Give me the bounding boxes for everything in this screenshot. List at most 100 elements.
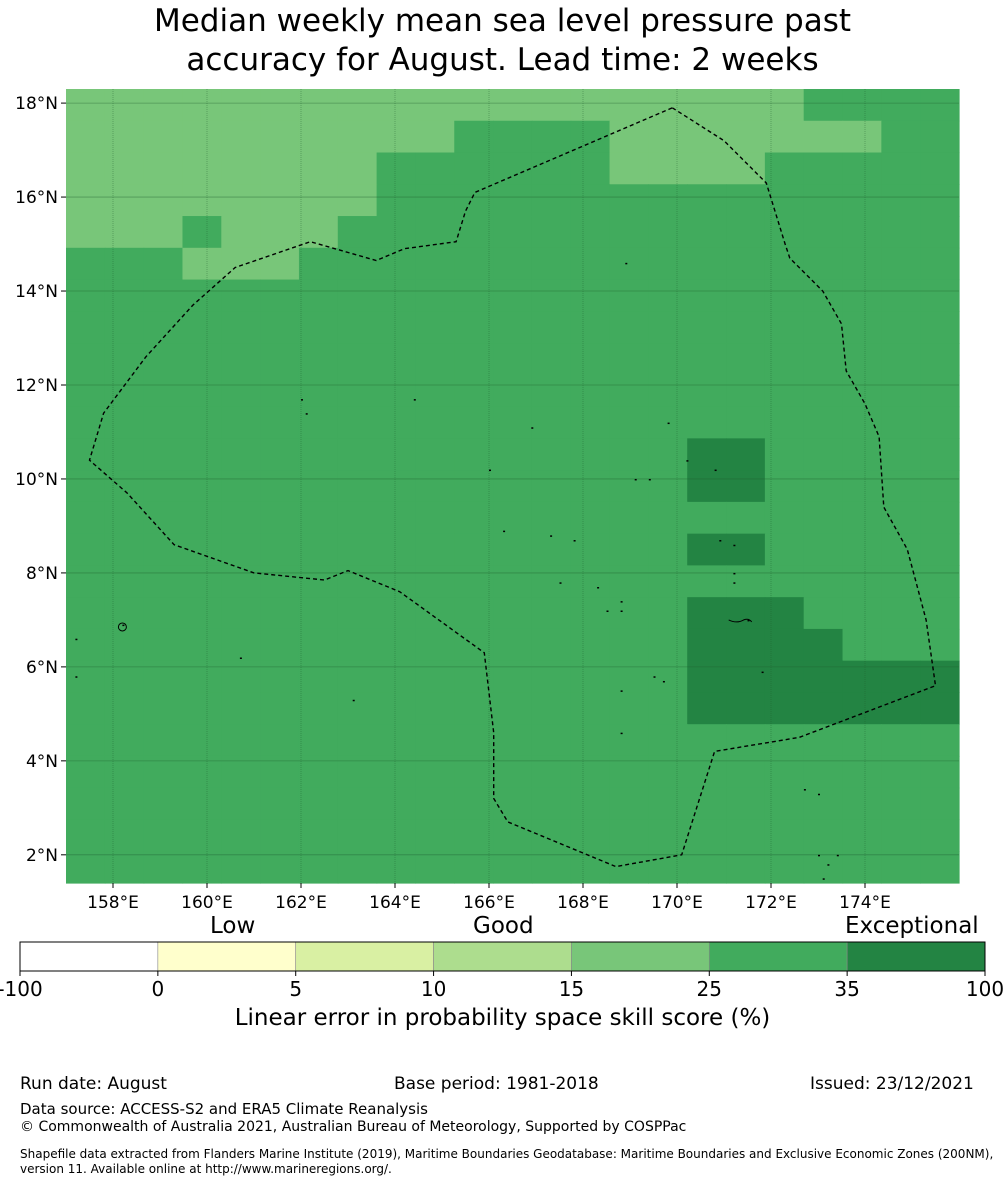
skill-cell bbox=[531, 406, 572, 439]
skill-cell bbox=[648, 216, 688, 249]
skill-cell bbox=[920, 374, 960, 408]
skill-cell bbox=[687, 819, 727, 852]
island-mark bbox=[620, 690, 623, 692]
skill-cell bbox=[531, 216, 572, 249]
eez-boundary bbox=[88, 107, 937, 868]
latitude-tick-label: 4°N bbox=[26, 752, 58, 772]
skill-cell bbox=[842, 692, 882, 725]
skill-cell bbox=[415, 787, 455, 821]
skill-cell bbox=[493, 628, 533, 662]
skill-cell bbox=[104, 470, 145, 503]
skill-cell bbox=[260, 438, 300, 471]
skill-cell bbox=[260, 692, 300, 725]
skill-cell bbox=[531, 819, 572, 852]
skill-cell bbox=[260, 216, 300, 249]
skill-cell bbox=[337, 152, 378, 185]
skill-cell bbox=[648, 247, 688, 281]
skill-cell bbox=[143, 565, 184, 598]
skill-cell bbox=[376, 470, 417, 503]
skill-cell bbox=[337, 184, 378, 217]
skill-cell bbox=[531, 597, 572, 630]
longitude-tick-label: 174°E bbox=[839, 893, 891, 910]
skill-cell bbox=[648, 438, 688, 471]
skill-cell bbox=[415, 247, 455, 281]
skill-cell bbox=[842, 597, 882, 630]
skill-cell bbox=[260, 247, 300, 281]
skill-cell bbox=[493, 501, 533, 535]
skill-cell bbox=[493, 406, 533, 439]
skill-cell bbox=[221, 755, 261, 789]
skill-cell bbox=[648, 279, 688, 312]
skill-cell bbox=[531, 660, 572, 694]
skill-cell bbox=[104, 89, 145, 122]
skill-cell bbox=[221, 184, 261, 217]
island-mark bbox=[301, 399, 303, 401]
skill-cell bbox=[648, 755, 688, 789]
longitude-tick-label: 164°E bbox=[369, 893, 421, 910]
skill-cell bbox=[648, 819, 688, 852]
shapefile-credit-line-1: Shapefile data extracted from Flanders M… bbox=[20, 1147, 994, 1161]
colorbar-category-good: Good bbox=[473, 913, 534, 939]
skill-cell bbox=[454, 343, 494, 376]
skill-cell bbox=[570, 565, 611, 598]
skill-cell bbox=[376, 628, 417, 662]
skill-cell bbox=[104, 501, 145, 535]
skill-cell bbox=[881, 152, 921, 185]
skill-cell bbox=[221, 343, 261, 376]
skill-cell bbox=[648, 311, 688, 344]
skill-cell bbox=[376, 152, 417, 185]
skill-cell bbox=[260, 501, 300, 535]
skill-cell bbox=[920, 438, 960, 471]
skill-cell bbox=[726, 470, 766, 503]
skill-cell bbox=[337, 755, 378, 789]
skill-cell bbox=[337, 89, 378, 122]
skill-cell bbox=[182, 692, 222, 725]
skill-cell bbox=[881, 311, 921, 344]
skill-cell bbox=[687, 851, 727, 884]
skill-cell bbox=[842, 279, 882, 312]
skill-cell bbox=[260, 851, 300, 884]
skill-cell bbox=[726, 692, 766, 725]
skill-cell bbox=[570, 755, 611, 789]
skill-cell bbox=[298, 470, 339, 503]
skill-cell bbox=[493, 311, 533, 344]
skill-cell bbox=[66, 184, 106, 217]
island-mark bbox=[648, 478, 651, 481]
skill-cell bbox=[609, 597, 649, 630]
skill-cell bbox=[182, 597, 222, 630]
skill-cell bbox=[376, 565, 417, 598]
skill-cell bbox=[764, 819, 805, 852]
skill-cell bbox=[531, 565, 572, 598]
skill-cell bbox=[570, 152, 611, 185]
skill-cell bbox=[221, 787, 261, 821]
skill-cell bbox=[726, 851, 766, 884]
island-mark bbox=[733, 544, 736, 547]
skill-cell bbox=[298, 247, 339, 281]
skill-cell bbox=[648, 184, 688, 217]
skill-cell bbox=[648, 787, 688, 821]
colorbar-category-low: Low bbox=[210, 913, 256, 939]
skill-cell bbox=[803, 343, 844, 376]
skill-cell bbox=[260, 470, 300, 503]
skill-cell bbox=[920, 755, 960, 789]
skill-cell bbox=[298, 597, 339, 630]
skill-cell bbox=[764, 438, 805, 471]
skill-cell bbox=[376, 184, 417, 217]
skill-cell bbox=[298, 851, 339, 884]
skill-cell bbox=[182, 184, 222, 217]
skill-cell bbox=[803, 660, 844, 694]
island-mark bbox=[662, 680, 665, 683]
skill-cell bbox=[493, 755, 533, 789]
skill-cell bbox=[531, 247, 572, 281]
skill-cell bbox=[881, 787, 921, 821]
skill-cell bbox=[570, 787, 611, 821]
island-mark bbox=[803, 789, 806, 791]
skill-cell bbox=[493, 279, 533, 312]
skill-cell bbox=[570, 628, 611, 662]
skill-cell bbox=[687, 120, 727, 154]
colorbar-block bbox=[19, 941, 159, 972]
skill-cell bbox=[415, 152, 455, 185]
skill-cell bbox=[182, 89, 222, 122]
skill-cell bbox=[298, 565, 339, 598]
skill-cell bbox=[687, 724, 727, 757]
